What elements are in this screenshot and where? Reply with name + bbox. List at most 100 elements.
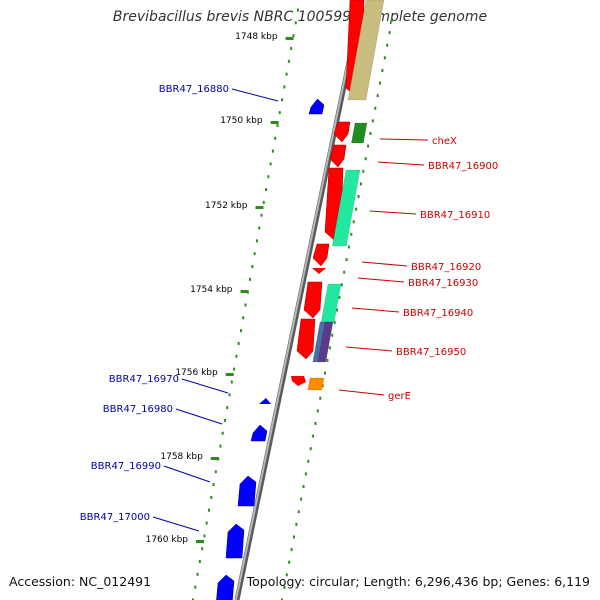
reverse-label-leader (152, 516, 200, 532)
reverse-gene-arrow[interactable] (216, 574, 235, 600)
inner-tick-track-dot (260, 213, 263, 217)
reverse-gene-arrow[interactable] (225, 523, 245, 559)
outer-tick-track-dot (347, 245, 350, 249)
inner-tick-track-dot (214, 470, 217, 474)
outer-tick-track-dot (321, 384, 324, 388)
inner-tick-track-dot (292, 34, 295, 38)
outer-tick-track-dot (307, 459, 310, 463)
outer-tick-track-dot (374, 106, 377, 110)
major-tick-mark (285, 37, 294, 40)
gene-bar-teal[interactable] (332, 169, 361, 247)
reverse-gene-arrow[interactable] (250, 424, 268, 442)
inner-tick-track-dot (196, 572, 199, 576)
inner-tick-track-dot (244, 303, 247, 307)
cds-arrow[interactable] (303, 281, 323, 319)
inner-tick-track-dot (278, 111, 281, 115)
gene-bar-khaki[interactable] (347, 0, 385, 101)
inner-tick-track-dot (274, 136, 277, 140)
cds-arrow[interactable] (329, 144, 347, 168)
outer-tick-track-dot (383, 56, 386, 60)
gene-bar-teal[interactable] (320, 283, 342, 323)
inner-tick-track-dot (265, 188, 268, 192)
cds-arrow[interactable] (312, 268, 326, 274)
inner-tick-track-dot (230, 380, 233, 384)
inner-tick-track-dot (290, 46, 293, 50)
outer-tick-track-dot (300, 497, 303, 501)
forward-gene-label[interactable]: gerE (388, 391, 411, 402)
forward-label-leader (361, 261, 408, 267)
outer-tick-track-dot (343, 270, 346, 274)
reverse-label-leader (175, 408, 223, 425)
gene-bar-green[interactable] (351, 122, 368, 144)
inner-tick-track-dot (207, 508, 210, 512)
cds-arrow[interactable] (291, 376, 306, 386)
forward-gene-label[interactable]: BBR47_16910 (420, 210, 490, 221)
inner-tick-track-dot (201, 547, 204, 551)
outer-tick-track-dot (281, 598, 283, 600)
outer-tick-track-dot (336, 308, 338, 312)
gene-bar-purple[interactable] (317, 321, 334, 363)
reverse-gene-label[interactable]: BBR47_17000 (80, 512, 150, 523)
kbp-tick-label: 1760 kbp (146, 535, 189, 545)
kbp-tick-label: 1758 kbp (160, 452, 203, 462)
cds-arrow[interactable] (312, 243, 330, 267)
outer-tick-track-dot (386, 43, 389, 47)
forward-gene-label[interactable]: BBR47_16900 (428, 161, 498, 172)
inner-tick-track-dot (212, 483, 215, 487)
inner-tick-track-dot (255, 239, 258, 243)
cds-arrow[interactable] (296, 318, 316, 360)
outer-tick-track-dot (328, 346, 331, 350)
outer-tick-track-dot (381, 68, 384, 72)
inner-tick-track-dot (235, 354, 238, 358)
outer-tick-track-dot (359, 182, 362, 186)
forward-gene-label[interactable]: BBR47_16950 (396, 347, 466, 358)
forward-gene-label[interactable]: BBR47_16920 (411, 262, 481, 273)
reverse-gene-label[interactable]: BBR47_16980 (103, 404, 173, 415)
outer-tick-track-dot (338, 295, 341, 299)
outer-tick-track-dot (326, 358, 329, 362)
reverse-gene-label[interactable]: BBR47_16990 (91, 461, 161, 472)
outer-tick-track-dot (304, 472, 307, 476)
accession-label: Accession: NC_012491 (9, 574, 152, 589)
inner-tick-track-dot (242, 316, 245, 320)
outer-tick-track-dot (355, 207, 358, 211)
outer-tick-track-dot (331, 333, 334, 337)
outer-tick-track-dot (333, 321, 336, 325)
gene-bar-orange[interactable] (307, 377, 325, 391)
reverse-gene-label[interactable]: BBR47_16970 (109, 374, 179, 385)
inner-tick-track-dot (249, 277, 252, 281)
major-tick-mark (196, 540, 205, 543)
inner-tick-track-dot (267, 175, 270, 179)
inner-tick-track-dot (205, 521, 208, 525)
inner-tick-track-dot (269, 162, 272, 166)
reverse-gene-arrow[interactable] (259, 398, 271, 404)
outer-tick-track-dot (367, 144, 370, 148)
outer-tick-track-dot (364, 157, 367, 161)
cds-arrow[interactable] (333, 121, 351, 143)
forward-label-leader (351, 307, 400, 313)
forward-gene-label[interactable]: cheX (432, 136, 457, 147)
outer-tick-track-dot (316, 409, 319, 413)
forward-label-leader (338, 389, 385, 396)
inner-tick-track-dot (262, 200, 265, 204)
reverse-gene-label[interactable]: BBR47_16880 (159, 84, 229, 95)
inner-tick-track-dot (233, 367, 236, 371)
inner-tick-track-dot (258, 226, 261, 230)
outer-tick-track-dot (285, 573, 288, 577)
forward-gene-label[interactable]: BBR47_16930 (408, 278, 478, 289)
outer-tick-track-dot (391, 18, 393, 22)
outer-tick-track-dot (319, 396, 322, 400)
inner-tick-track-dot (198, 560, 201, 564)
inner-tick-track-dot (297, 8, 299, 12)
inner-tick-track-dot (228, 393, 231, 397)
kbp-tick-label: 1754 kbp (190, 285, 233, 295)
inner-tick-track-dot (226, 406, 229, 410)
forward-gene-label[interactable]: BBR47_16940 (403, 308, 473, 319)
outer-tick-track-dot (312, 434, 315, 438)
reverse-gene-arrow[interactable] (308, 98, 325, 115)
kbp-tick-label: 1748 kbp (235, 32, 278, 42)
inner-tick-track-dot (251, 265, 254, 269)
reverse-gene-arrow[interactable] (237, 475, 257, 507)
major-tick-mark (270, 121, 279, 124)
